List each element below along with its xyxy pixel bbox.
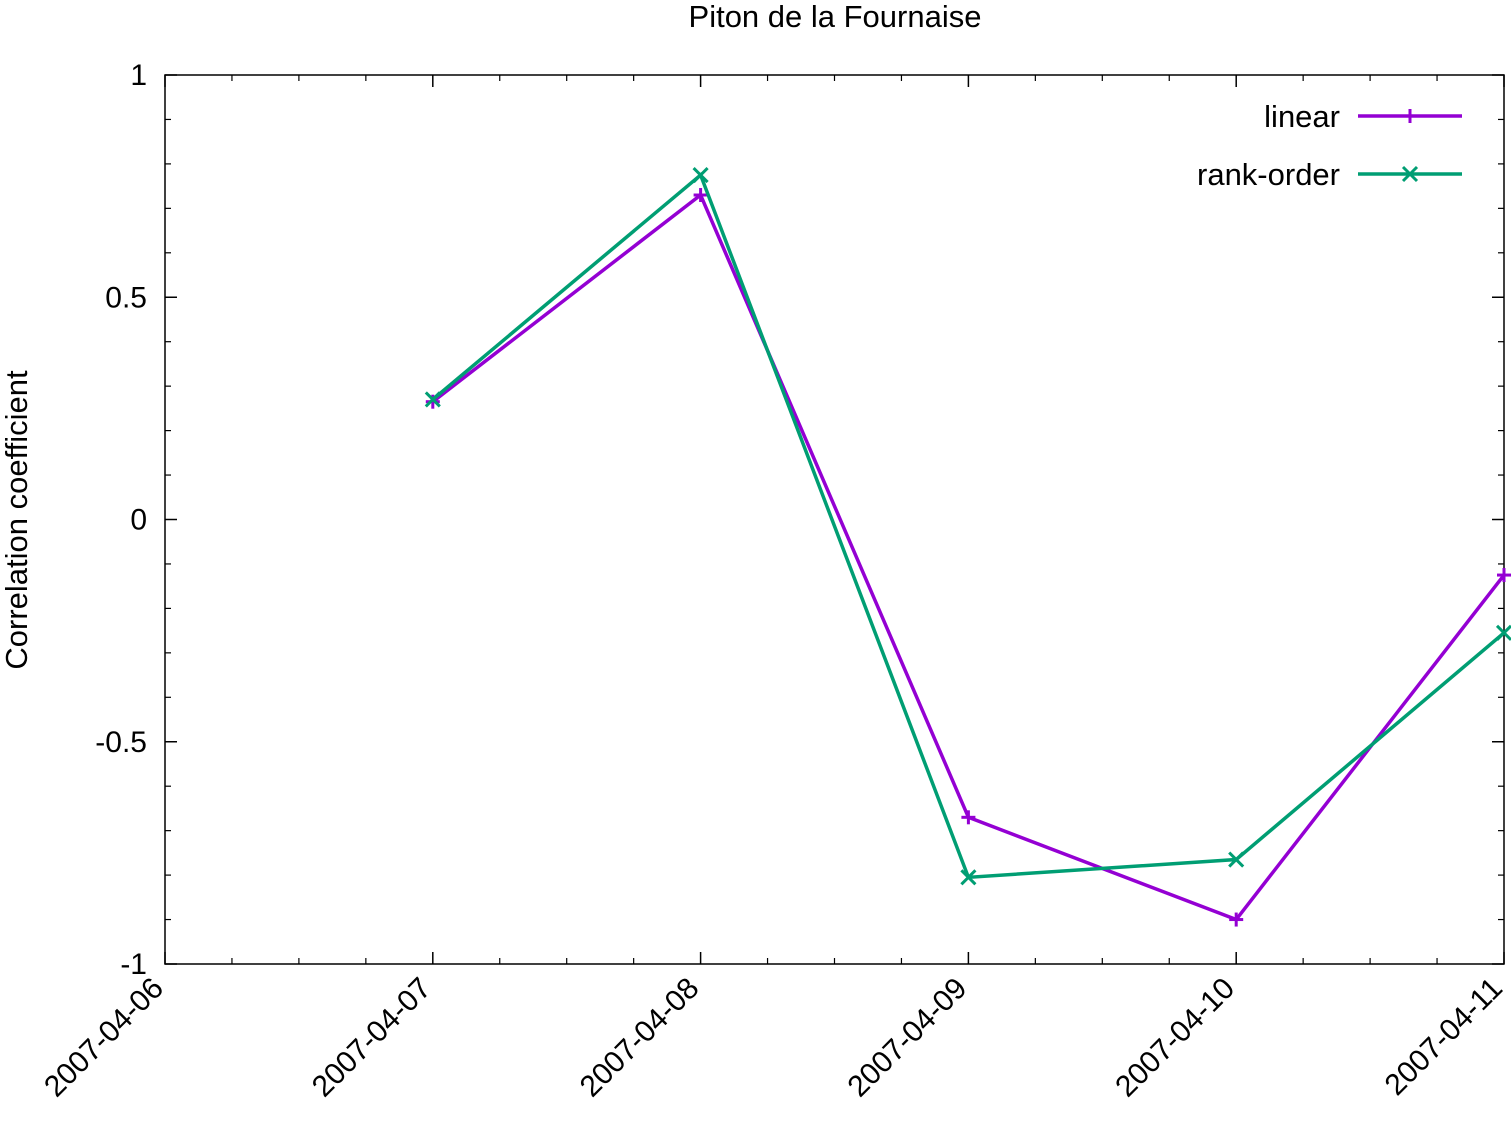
- x-tick-label: 2007-04-11: [1379, 972, 1509, 1102]
- series-line-rank-order: [431, 172, 1506, 880]
- x-tick-label: 2007-04-10: [1109, 972, 1241, 1104]
- data-point-rank-order-stroke: [424, 391, 441, 408]
- series-layer: [424, 166, 1511, 927]
- legend-marker-rank-order-stroke: [1401, 165, 1419, 183]
- data-point-linear: [961, 810, 976, 825]
- axis-ticks: -1 -0.5 0 0.5 1 2007-04-06 2007-04-07 2007-04-0…: [38, 59, 1509, 1103]
- data-point-rank-order-stroke: [1495, 624, 1511, 641]
- data-point-rank-order-stroke: [1228, 851, 1245, 868]
- data-point-rank-order: [1228, 851, 1245, 868]
- data-point-linear: [425, 394, 440, 409]
- x-tick-label: 2007-04-09: [841, 972, 973, 1104]
- legend-label-rank-order: rank-order: [1197, 157, 1340, 192]
- data-point-rank-order-stroke: [960, 869, 977, 886]
- data-point-linear: [1497, 568, 1511, 583]
- data-point-rank-order: [692, 166, 709, 184]
- y-tick-label: 0.5: [105, 281, 147, 314]
- data-point-rank-order: [960, 869, 977, 886]
- y-tick-label: -0.5: [95, 726, 147, 759]
- y-tick-label: 0: [130, 504, 147, 537]
- data-point-rank-order: [1495, 624, 1511, 641]
- legend-label-linear: linear: [1264, 99, 1340, 134]
- y-axis-label: Correlation coefficient: [0, 370, 34, 670]
- chart-title: Piton de la Fournaise: [689, 0, 982, 34]
- legend-marker-rank-order: [1401, 165, 1419, 183]
- data-point-rank-order: [424, 391, 441, 408]
- x-tick-label: 2007-04-08: [574, 972, 706, 1104]
- data-point-linear: [693, 188, 708, 203]
- y-tick-label: -1: [120, 948, 147, 981]
- legend-marker-linear: [1403, 109, 1417, 123]
- plot-frame: [164, 74, 1505, 965]
- x-tick-label: 2007-04-06: [38, 972, 170, 1104]
- y-tick-label: 1: [130, 59, 147, 92]
- data-point-linear: [1229, 912, 1244, 927]
- data-point-rank-order-stroke: [692, 166, 709, 184]
- legend: linear rank-order: [1197, 99, 1462, 192]
- x-tick-label: 2007-04-07: [306, 972, 438, 1104]
